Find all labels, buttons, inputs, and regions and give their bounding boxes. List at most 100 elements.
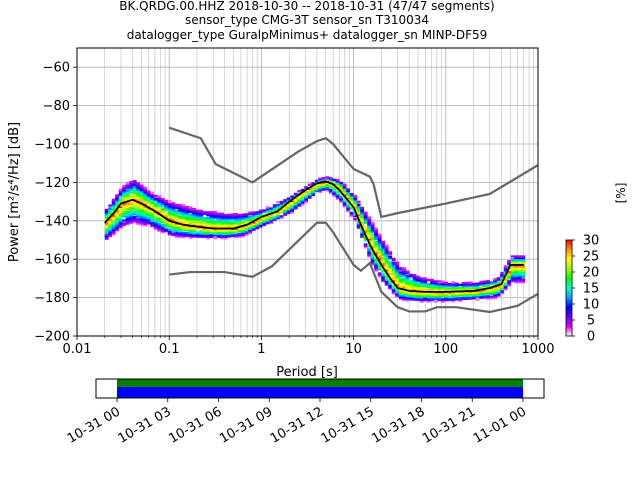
psd-density-cell [412, 295, 417, 298]
psd-density-cell [377, 249, 382, 252]
psd-density-cell [125, 182, 130, 185]
x-tick-label: 1000 [521, 342, 554, 357]
psd-density-cell [220, 214, 225, 217]
psd-density-cell [398, 289, 403, 293]
psd-density-cell [251, 217, 256, 220]
psd-density-cell [304, 194, 309, 198]
psd-density-cell [174, 235, 179, 238]
psd-density-cell [332, 185, 337, 189]
psd-density-cell [255, 222, 260, 225]
psd-density-cell [258, 219, 263, 222]
psd-density-cell [314, 185, 319, 188]
psd-density-cell [167, 233, 172, 236]
psd-density-cell [171, 232, 176, 235]
psd-density-cell [409, 285, 414, 288]
psd-density-cell [262, 220, 267, 224]
psd-density-cell [153, 206, 158, 209]
psd-density-cell [181, 212, 186, 216]
psd-density-cell [461, 292, 466, 295]
psd-density-cell [381, 275, 386, 278]
psd-density-cell [426, 284, 431, 287]
psd-density-cell [220, 212, 225, 215]
psd-density-cell [293, 192, 298, 196]
psd-density-cell [160, 203, 165, 207]
psd-density-cell [136, 211, 141, 214]
psd-density-cell [451, 285, 456, 288]
psd-density-cell [346, 204, 351, 207]
psd-density-cell [227, 232, 232, 235]
psd-density-cell [237, 215, 242, 218]
psd-density-cell [129, 181, 134, 184]
psd-density-cell [493, 293, 498, 297]
psd-density-cell [269, 218, 274, 222]
psd-density-cell [132, 184, 137, 187]
psd-density-cell [269, 217, 274, 220]
psd-density-cell [496, 292, 501, 296]
psd-density-cell [437, 299, 442, 302]
psd-density-cell [339, 193, 344, 196]
psd-density-cell [349, 207, 354, 210]
psd-density-cell [115, 197, 120, 200]
psd-density-cell [290, 201, 295, 204]
psd-density-cell [167, 199, 172, 203]
psd-density-cell [178, 235, 183, 239]
psd-density-cell [227, 229, 232, 232]
psd-density-cell [335, 196, 340, 199]
psd-density-cell [325, 176, 330, 179]
psd-density-cell [465, 287, 470, 290]
psd-density-cell [157, 210, 162, 214]
psd-density-cell [381, 253, 386, 257]
psd-density-cell [181, 220, 186, 223]
psd-density-cell [426, 300, 431, 303]
psd-density-cell [297, 190, 302, 193]
psd-density-cell [377, 272, 382, 275]
psd-density-cell [150, 197, 155, 200]
psd-density-cell [143, 209, 148, 213]
psd-density-cell [451, 284, 456, 287]
y-tick-label: −60 [43, 61, 70, 76]
psd-density-cell [381, 250, 386, 254]
psd-density-cell [216, 224, 221, 227]
psd-density-cell [360, 229, 365, 233]
psd-density-cell [251, 228, 256, 231]
psd-density-cell [202, 231, 207, 234]
psd-density-cell [300, 198, 305, 202]
psd-density-cell [521, 262, 526, 265]
psd-density-cell [377, 263, 382, 267]
psd-density-cell [486, 290, 491, 293]
psd-density-cell [209, 224, 214, 227]
psd-density-cell [136, 218, 141, 221]
psd-density-cell [115, 214, 120, 217]
psd-density-cell [332, 190, 337, 193]
psd-density-cell [185, 206, 190, 209]
psd-density-cell [328, 190, 333, 193]
psd-density-cell [199, 212, 204, 215]
psd-density-cell [136, 193, 141, 197]
psd-density-cell [174, 219, 179, 223]
psd-density-cell [300, 196, 305, 199]
psd-density-cell [503, 270, 508, 274]
psd-density-cell [517, 269, 522, 273]
psd-density-cell [482, 296, 487, 299]
psd-density-cell [363, 228, 368, 232]
psd-density-cell [122, 209, 127, 212]
psd-density-cell [339, 183, 344, 186]
psd-density-cell [370, 244, 375, 248]
psd-density-cell [251, 225, 256, 229]
psd-density-cell [454, 283, 459, 287]
psd-density-cell [157, 225, 162, 228]
psd-density-cell [111, 198, 116, 201]
psd-density-cell [451, 294, 456, 297]
psd-density-cell [412, 285, 417, 288]
psd-density-cell [290, 199, 295, 203]
psd-density-cell [111, 205, 116, 209]
psd-density-cell [192, 223, 197, 227]
psd-density-cell [370, 221, 375, 225]
psd-density-cell [150, 194, 155, 197]
psd-density-cell [153, 207, 158, 211]
psd-density-cell [517, 274, 522, 277]
plot-area: 0.01 0.1 1 10 100 1000 −60−80−100−120−140−160… [34, 47, 555, 357]
psd-density-cell [433, 296, 438, 299]
psd-density-cell [360, 212, 365, 215]
